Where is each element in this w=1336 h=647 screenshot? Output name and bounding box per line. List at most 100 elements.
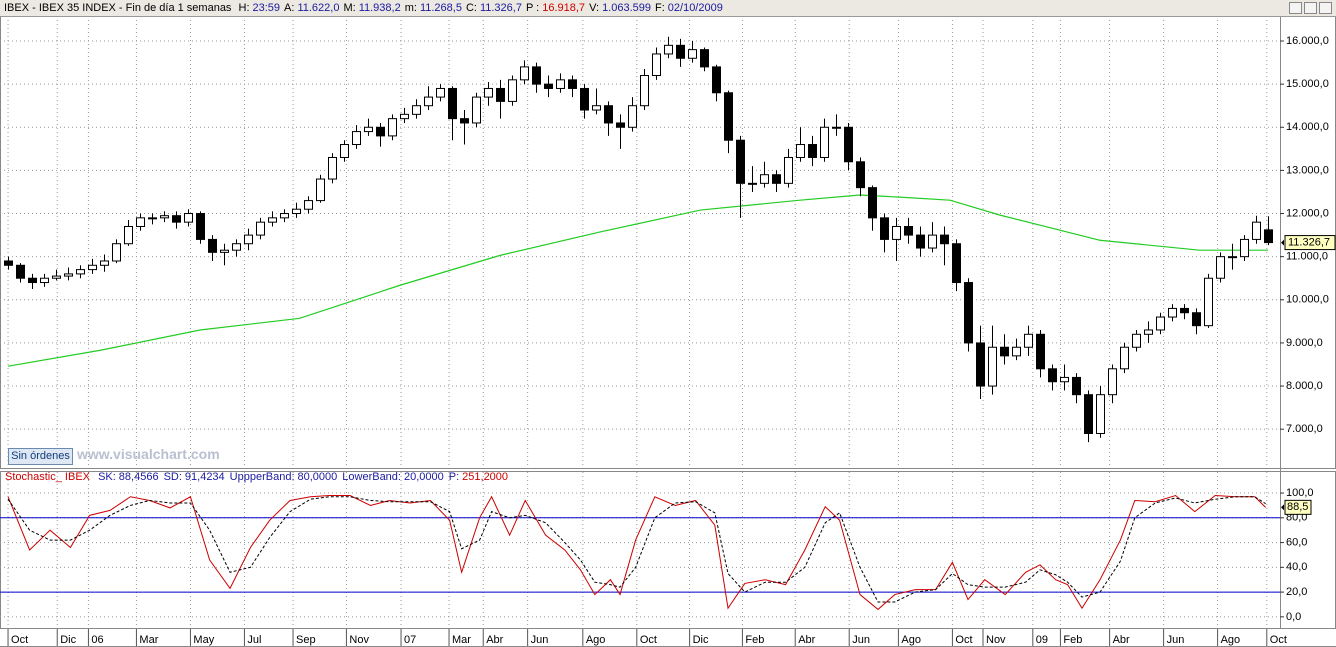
candle-body — [952, 243, 961, 284]
field-label: SK: — [98, 471, 116, 483]
candle-body — [160, 215, 169, 219]
minimize[interactable] — [1289, 2, 1302, 14]
candle-body — [1012, 346, 1021, 357]
x-tick-label: Oct — [640, 634, 657, 646]
watermark: www.visualchart.com — [77, 446, 220, 462]
candle-body — [772, 174, 781, 184]
field-label: m: — [404, 2, 417, 14]
candle-body — [1144, 329, 1153, 335]
x-tick-label: Oct — [955, 634, 972, 646]
candle-body — [88, 264, 97, 271]
candle-body — [1120, 346, 1129, 370]
candle-body — [316, 178, 325, 202]
candle-body — [496, 87, 505, 102]
field-value: 11.326,7 — [479, 2, 522, 14]
close[interactable] — [1319, 2, 1332, 14]
y-tick-label: 0,0 — [1286, 611, 1301, 623]
candle-body — [700, 49, 709, 68]
candle-body — [652, 53, 661, 77]
maximize[interactable] — [1304, 2, 1317, 14]
y-tick-label: 9.000,0 — [1286, 337, 1323, 349]
candle-body — [304, 200, 313, 210]
candle-body — [1192, 312, 1201, 327]
candle-body — [1132, 333, 1141, 348]
candle-body — [904, 225, 913, 236]
candle-body — [424, 96, 433, 107]
candle-body — [568, 79, 577, 89]
field-label: SD: — [163, 471, 182, 483]
candle-body — [880, 217, 889, 240]
x-tick-label: Ago — [901, 634, 921, 646]
y-tick-label: 100,0 — [1286, 487, 1314, 499]
candle-body — [640, 75, 649, 107]
x-tick-label: Jul — [247, 634, 261, 646]
candle-body — [4, 260, 13, 266]
x-tick-label: Abr — [486, 634, 503, 646]
indicator-header: Stochastic_ IBEX SK: 88,4566 SD: 91,4234 Upp… — [0, 471, 508, 484]
last-value-marker — [1281, 504, 1284, 511]
candle-body — [916, 234, 925, 249]
candle-body — [148, 217, 157, 220]
candle-body — [1060, 376, 1069, 383]
candle-body — [676, 44, 685, 59]
candle-body — [964, 282, 973, 344]
field-label: A: — [284, 2, 295, 14]
candle-body — [1228, 256, 1237, 259]
x-tick-label: Nov — [349, 634, 369, 646]
field-value: 11.268,5 — [419, 2, 462, 14]
orders-button[interactable]: Sin órdenes — [8, 448, 73, 465]
candle-body — [1084, 394, 1093, 434]
candle-body — [28, 277, 37, 284]
indicator-line — [7, 494, 1266, 611]
candle-body — [232, 243, 241, 251]
candle-body — [364, 126, 373, 133]
candle-body — [1036, 333, 1045, 370]
x-tick-label: Jun — [531, 634, 549, 646]
y-tick-label: 20,0 — [1286, 586, 1307, 598]
candle-body — [736, 139, 745, 184]
x-tick-label: Mar — [139, 634, 158, 646]
candle-body — [556, 79, 565, 89]
field-label: C: — [465, 2, 477, 14]
y-tick-label: 7.000,0 — [1286, 423, 1323, 435]
candle-body — [172, 215, 181, 223]
candle-body — [1252, 221, 1261, 240]
field-label: M: — [343, 2, 356, 14]
candle-body — [808, 144, 817, 158]
candle-body — [628, 105, 637, 128]
field-label: P: — [448, 471, 460, 483]
field-value: 16.918,7 — [542, 2, 586, 14]
field-value: 02/10/2009 — [667, 2, 723, 14]
candle-body — [1204, 277, 1213, 327]
y-tick-label: 40,0 — [1286, 561, 1307, 573]
x-tick-label: 09 — [1036, 634, 1048, 646]
candle-body — [616, 122, 625, 128]
y-tick-label: 14.000,0 — [1286, 121, 1329, 133]
candle-body — [124, 225, 133, 245]
candle-body — [484, 87, 493, 98]
candle-body — [376, 126, 385, 137]
x-tick-label: Abr — [1113, 634, 1130, 646]
x-tick-label: 06 — [91, 634, 103, 646]
candle-body — [832, 126, 841, 129]
field-value: 11.938,2 — [358, 2, 401, 14]
y-tick-label: 11.000,0 — [1286, 251, 1328, 263]
field-label: H: — [238, 2, 250, 14]
candle-body — [64, 273, 73, 277]
candle-body — [412, 105, 421, 115]
x-tick-label: Dic — [693, 634, 709, 646]
candle-body — [1264, 229, 1273, 244]
candle-body — [796, 144, 805, 158]
candle-body — [292, 208, 301, 215]
candle-body — [1000, 346, 1009, 357]
indicator-line — [7, 496, 1266, 603]
field-value: 251,2000 — [462, 471, 509, 483]
candle-body — [928, 234, 937, 249]
candle-body — [448, 87, 457, 120]
candle-body — [340, 144, 349, 158]
candle-body — [856, 161, 865, 189]
candle-body — [508, 79, 517, 102]
field-value: 91,4234 — [184, 471, 225, 483]
x-tick-label: 07 — [404, 634, 416, 646]
candle-body — [580, 87, 589, 111]
